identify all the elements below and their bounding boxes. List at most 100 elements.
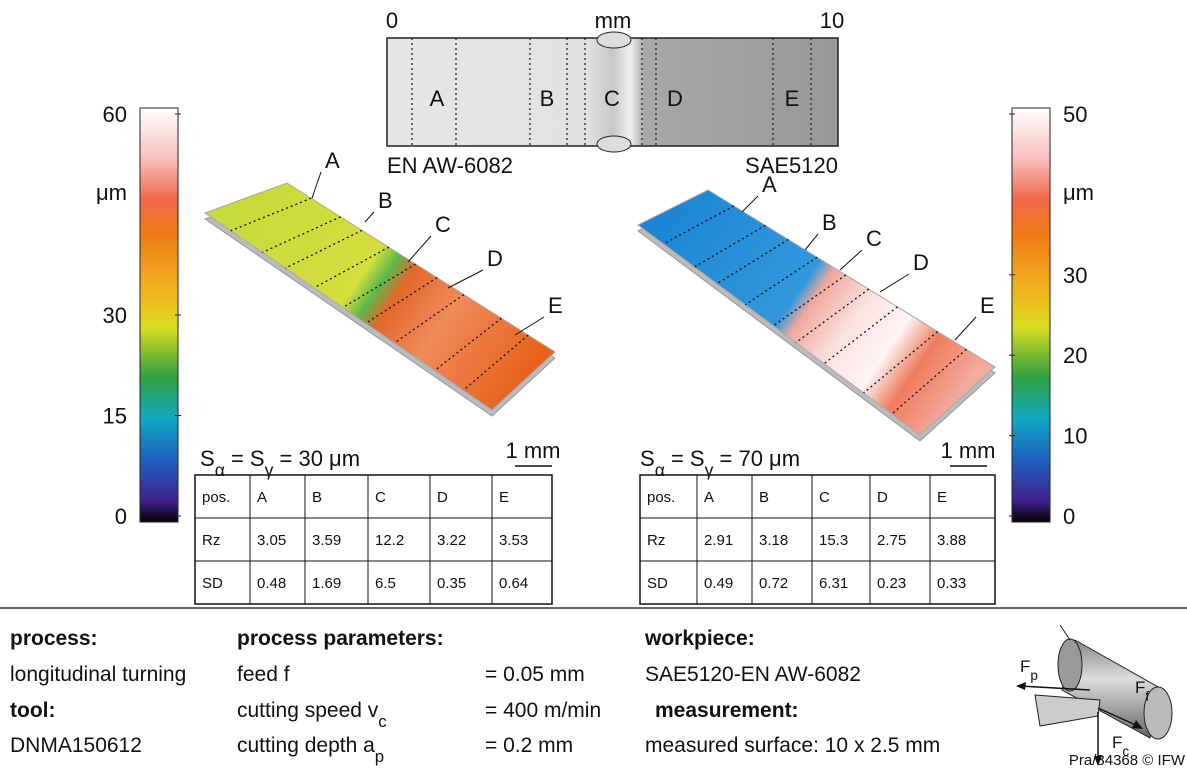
subscript: f [1145, 689, 1149, 704]
colorbar-tick-label: 0 [115, 504, 127, 529]
text: F [1020, 657, 1030, 676]
parameter-name: cutting speed vc [237, 699, 387, 731]
table-cell: D [877, 489, 888, 506]
figure: mm EN AW-6082 SAE5120 μm μm 010ABCDE6030… [0, 0, 1187, 774]
table-cell: 3.59 [312, 532, 341, 549]
table-cell: 0.49 [704, 575, 733, 592]
table-cell: E [937, 489, 947, 506]
table-cell: 0.48 [257, 575, 286, 592]
subscript: α [655, 460, 665, 480]
text: S [200, 446, 215, 471]
subscript: p [375, 747, 384, 766]
scale-label: 1 mm [506, 438, 561, 463]
parameter-name: feed f [237, 663, 290, 686]
table-cell: B [312, 489, 322, 506]
leader-line [742, 196, 758, 212]
table-cell: 0.23 [877, 575, 906, 592]
position-label: C [866, 226, 882, 251]
colorbar-tick-label: 30 [103, 303, 127, 328]
force-label: Fp [1020, 657, 1038, 683]
colorbar-tick-label: 0 [1063, 504, 1075, 529]
subscript: γ [705, 460, 714, 480]
subscript: c [378, 712, 386, 731]
surface [205, 183, 555, 410]
right-material: SAE5120 [745, 153, 838, 178]
table-cell: 0.33 [937, 575, 966, 592]
table-cell: 3.53 [499, 532, 528, 549]
leader-line [955, 317, 976, 340]
strip-scale-label: 0 [386, 8, 398, 33]
text: F [1112, 733, 1122, 752]
text: F [1135, 678, 1145, 697]
heading: process: [10, 627, 98, 650]
leader-line [448, 270, 483, 288]
position-label: D [487, 246, 503, 271]
strip-unit: mm [595, 8, 632, 33]
table-cell: 6.31 [819, 575, 848, 592]
table-cell: B [759, 489, 769, 506]
table-cell: SD [202, 575, 223, 592]
leader-line [408, 236, 431, 262]
table-cell: 12.2 [375, 532, 404, 549]
colorbar-tick-label: 30 [1063, 263, 1087, 288]
info-text: longitudinal turning [10, 663, 186, 686]
text: = S [665, 446, 705, 471]
heading: workpiece: [644, 627, 755, 650]
table-cell: 1.69 [312, 575, 341, 592]
surface [638, 190, 995, 435]
table-cell: 3.05 [257, 532, 286, 549]
left-material: EN AW-6082 [387, 153, 513, 178]
colorbar [140, 108, 178, 522]
subscript: α [215, 460, 225, 480]
position-label: E [980, 293, 995, 318]
colorbar [1012, 108, 1050, 522]
position-label: A [762, 172, 777, 197]
table-cell: D [437, 489, 448, 506]
table-cell: C [819, 489, 830, 506]
table-cell: 2.91 [704, 532, 733, 549]
table-cell: 6.5 [375, 575, 396, 592]
text: S [640, 446, 655, 471]
page: { "strip": { "xlim": [0, 10], "unit": "m… [0, 0, 1187, 774]
position-label: D [913, 250, 929, 275]
table-cell: 0.72 [759, 575, 788, 592]
leader-line [805, 234, 818, 250]
table-cell: A [257, 489, 267, 506]
heading: tool: [10, 699, 55, 722]
weld-bottom [597, 136, 631, 152]
colorbar-unit: μm [96, 180, 127, 205]
weld-top [597, 32, 631, 48]
parameter-name: cutting depth ap [237, 734, 384, 766]
leader-line [880, 274, 909, 292]
position-label: B [822, 210, 837, 235]
zone-label: D [667, 86, 683, 111]
parameter-value: = 0.2 mm [485, 734, 573, 757]
scale-label: 1 mm [941, 438, 996, 463]
table-cell: 0.35 [437, 575, 466, 592]
info-text: measured surface: 10 x 2.5 mm [645, 734, 940, 757]
leader-line [515, 317, 544, 335]
table-cell: 3.22 [437, 532, 466, 549]
zone-label: A [430, 86, 445, 111]
text: cutting depth a [237, 734, 375, 757]
table-cell: 3.88 [937, 532, 966, 549]
leader-line [312, 172, 321, 198]
zone-label: E [785, 86, 800, 111]
table-cell: Rz [202, 532, 220, 549]
table-cell: 0.64 [499, 575, 528, 592]
credit: Pra/84368 © IFW [1069, 752, 1186, 769]
colorbar-unit: μm [1063, 180, 1094, 205]
position-label: B [378, 188, 393, 213]
text: feed f [237, 663, 290, 686]
info-text: SAE5120-EN AW-6082 [645, 663, 861, 686]
zone-label: B [540, 86, 555, 111]
colorbar-tick-label: 10 [1063, 424, 1087, 449]
text: = S [225, 446, 265, 471]
table-cell: SD [647, 575, 668, 592]
table-cell: E [499, 489, 509, 506]
table-cell: 15.3 [819, 532, 848, 549]
text: = 70 μm [713, 446, 800, 471]
table-cell: pos. [202, 489, 230, 506]
strip-scale-label: 10 [820, 8, 844, 33]
zone-label: C [604, 86, 620, 111]
